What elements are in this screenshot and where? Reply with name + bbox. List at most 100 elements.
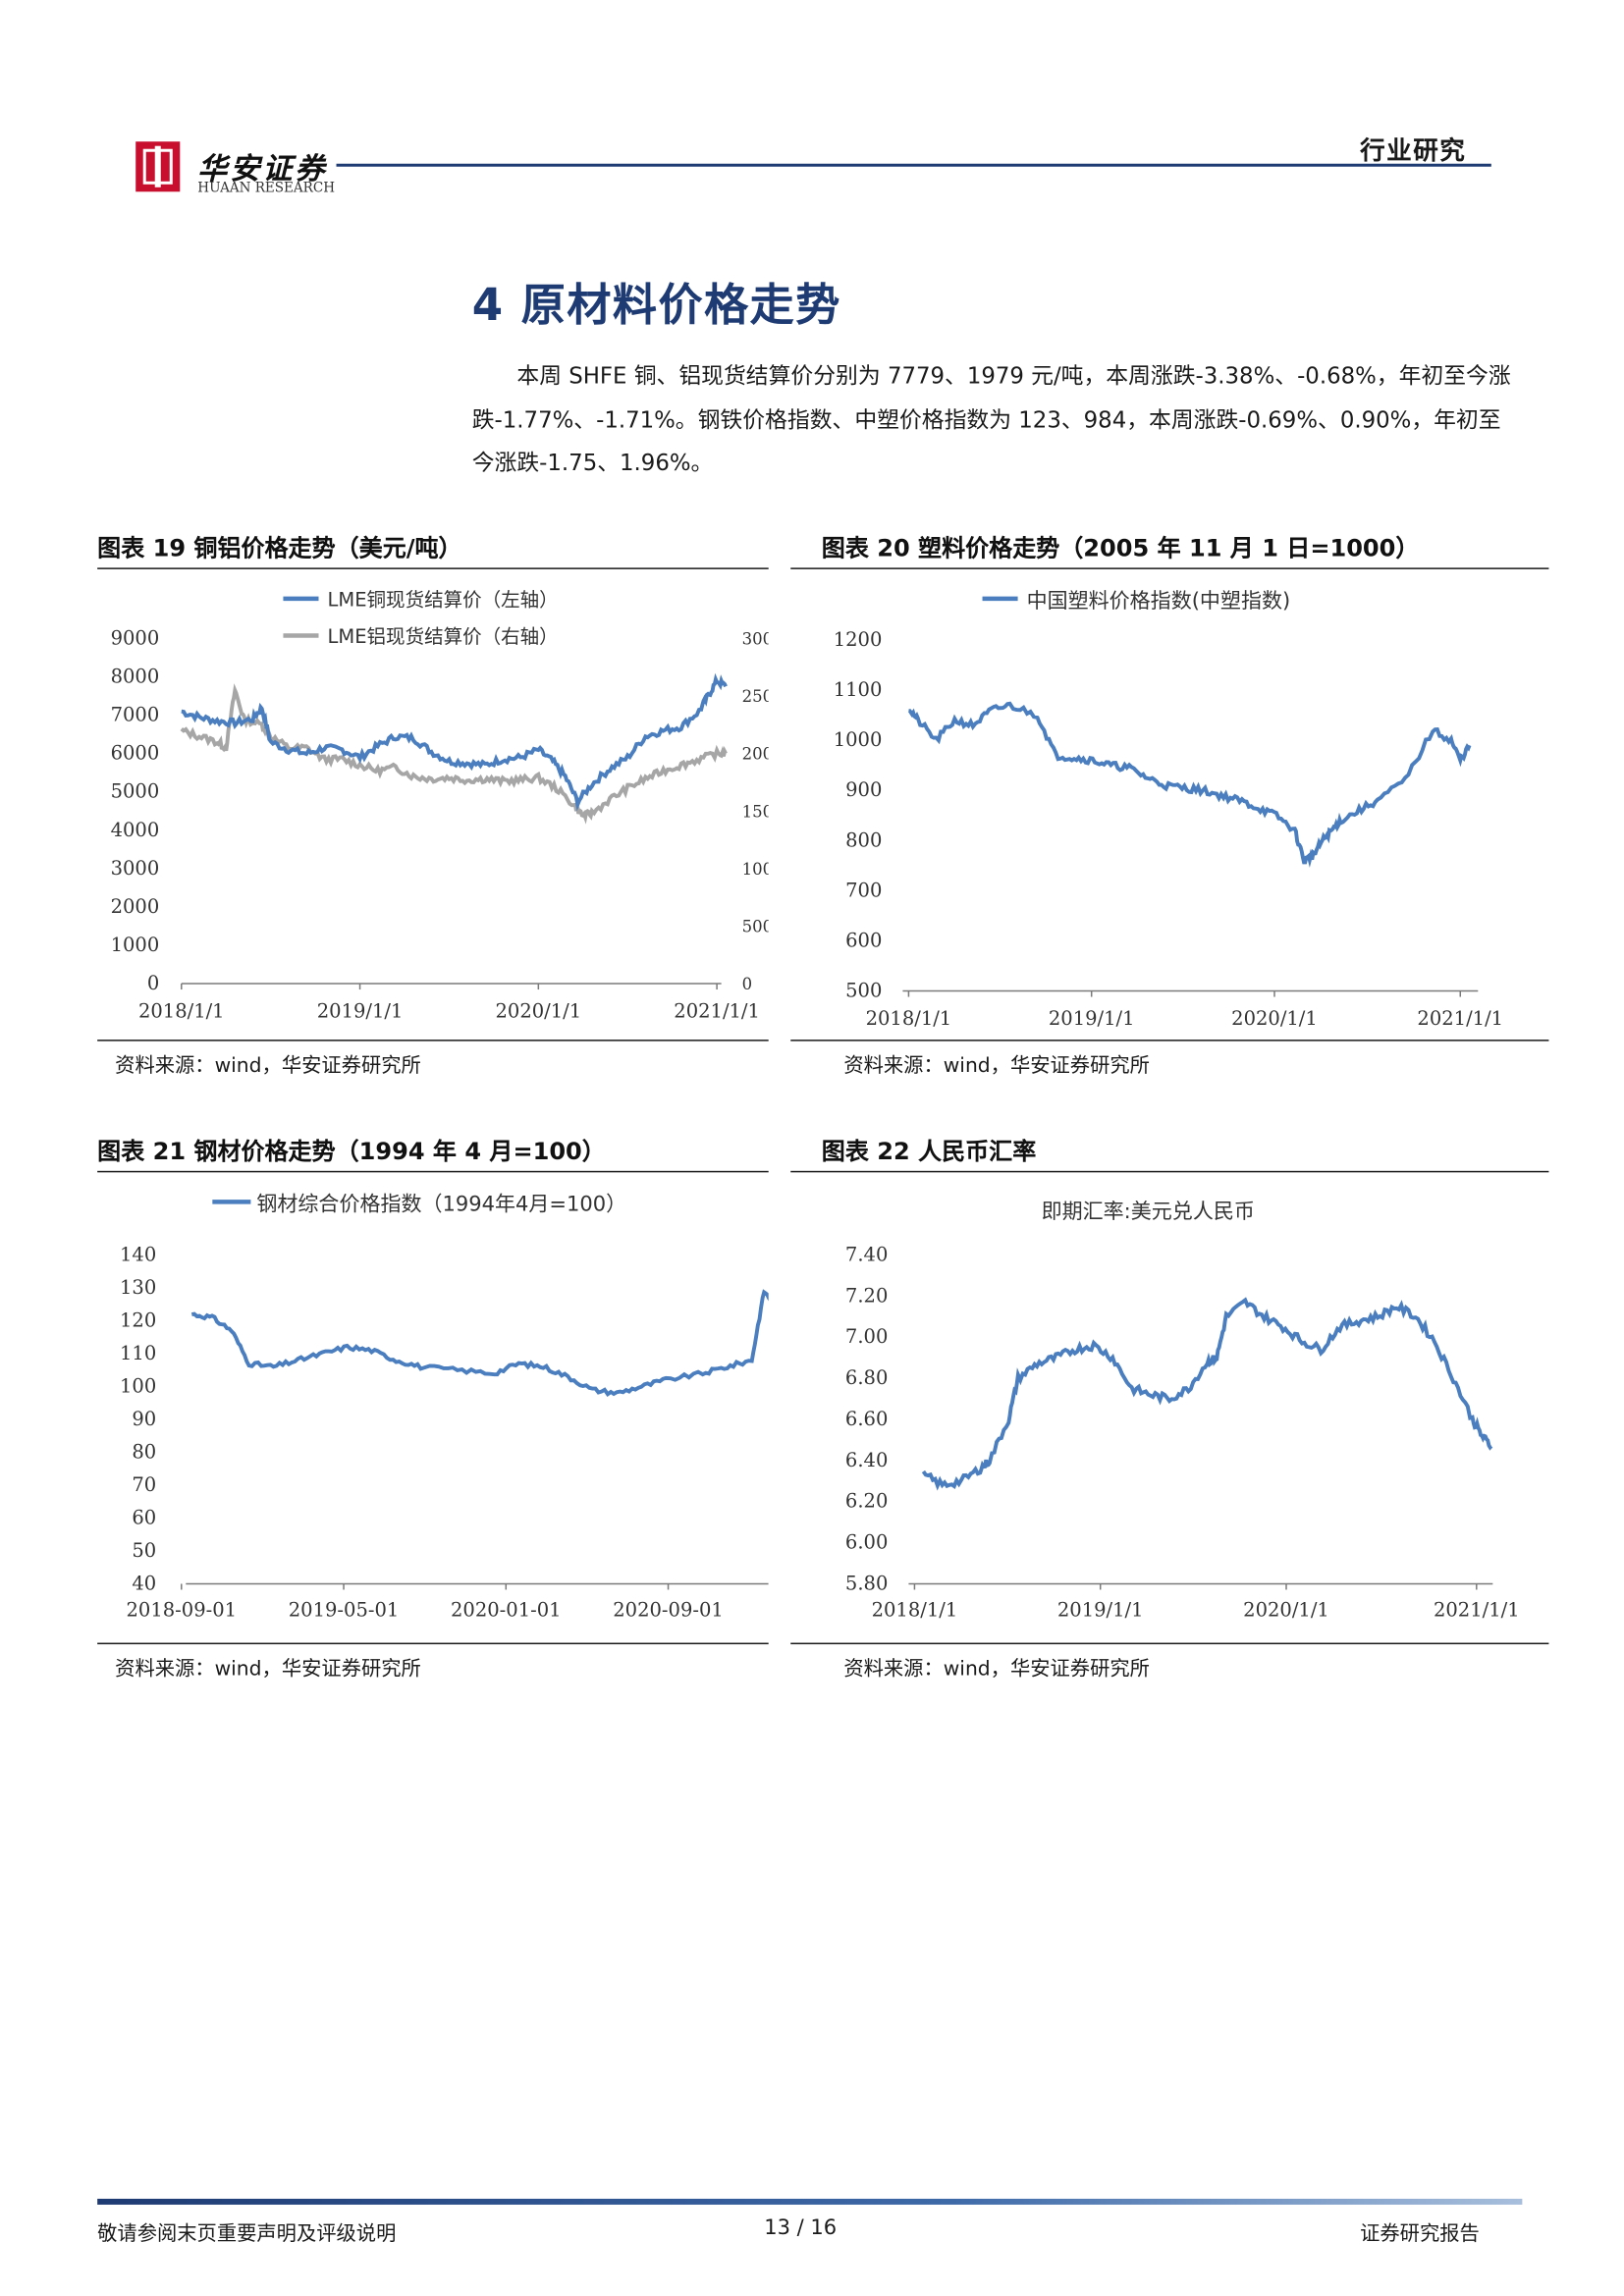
y-tick-label: 1100 xyxy=(834,678,883,701)
legend-label-steel: 钢材综合价格指数（1994年4月=100） xyxy=(256,1191,626,1215)
legend-label-copper: LME铜现货结算价（左轴） xyxy=(328,588,559,611)
y-tick-label: 600 xyxy=(845,929,882,951)
x-tick-label: 2020/1/1 xyxy=(1231,1007,1318,1030)
y-tick-label: 60 xyxy=(132,1506,156,1528)
y-tick-label: 6.20 xyxy=(845,1490,888,1513)
y-axis-ticks: 1200 1100 1000 900 800 700 600 500 xyxy=(834,628,883,1002)
x-tick-label: 2020/1/1 xyxy=(496,1000,582,1023)
y-tick-label: 4000 xyxy=(111,819,160,841)
y-tick-label: 120 xyxy=(120,1308,156,1331)
y-tick-label: 7.40 xyxy=(845,1243,888,1265)
figure-caption-19: 图表 19 铜铝价格走势（美元/吨） xyxy=(97,533,462,562)
x-tick-label: 2021/1/1 xyxy=(1417,1007,1503,1030)
figure-top-rule xyxy=(790,1170,1549,1173)
chart-title-rmb: 即期汇率:美元兑人民币 xyxy=(1042,1199,1255,1223)
figure-source-20: 资料来源：wind，华安证券研究所 xyxy=(843,1054,1150,1079)
y-axis-ticks: 7.40 7.20 7.00 6.80 6.60 6.40 6.20 6.00 5.80 xyxy=(845,1243,888,1594)
x-tick-label: 2020-01-01 xyxy=(451,1599,562,1622)
figure-top-rule xyxy=(790,567,1549,569)
x-tick-label: 2021/1/1 xyxy=(674,1000,760,1023)
figure-bottom-rule xyxy=(790,1642,1549,1645)
legend-label-plastic: 中国塑料价格指数(中塑指数) xyxy=(1027,588,1291,613)
page-number: 13 / 16 xyxy=(764,2216,838,2240)
y-tick-label: 70 xyxy=(132,1473,156,1496)
y-tick-label: 1200 xyxy=(834,628,883,651)
x-axis-ticks: 2018-09-01 2019-05-01 2020-01-01 2020-09-01 xyxy=(127,1583,724,1622)
figure-top-rule xyxy=(97,567,769,569)
chart-copper-aluminum: LME铜现货结算价（左轴） LME铝现货结算价（右轴） 9000 8000 7000… xyxy=(111,588,769,1023)
x-tick-label: 2021/1/1 xyxy=(1434,1599,1520,1622)
section-paragraph: 本周 SHFE 铜、铝现货结算价分别为 7779、1979 元/吨，本周涨跌-3… xyxy=(471,362,1511,477)
y-tick-label: 1500 xyxy=(742,802,769,821)
y-tick-label: 6.40 xyxy=(845,1449,888,1471)
x-axis-ticks: 2018/1/1 2019/1/1 2020/1/1 2021/1/1 xyxy=(872,1583,1520,1622)
x-axis-ticks: 2018/1/1 2019/1/1 2020/1/1 2021/1/1 xyxy=(866,990,1503,1030)
y-tick-label: 1000 xyxy=(834,728,883,751)
y-tick-label: 900 xyxy=(845,778,882,801)
y-axis-left-ticks: 9000 8000 7000 6000 5000 4000 3000 2000 1000 0 xyxy=(111,627,160,995)
y-tick-label: 90 xyxy=(132,1408,156,1430)
figure-source-21: 资料来源：wind，华安证券研究所 xyxy=(115,1657,421,1682)
x-tick-label: 2018/1/1 xyxy=(872,1599,958,1622)
y-tick-label: 40 xyxy=(132,1572,156,1594)
y-axis-right-ticks: 3000 2500 2000 1500 1000 500 0 xyxy=(742,630,769,994)
y-tick-label: 100 xyxy=(120,1374,156,1397)
y-tick-label: 2000 xyxy=(742,745,769,764)
footer-rule xyxy=(97,2198,1523,2205)
y-tick-label: 500 xyxy=(742,917,769,935)
y-tick-label: 0 xyxy=(742,975,753,993)
figure-caption-21: 图表 21 钢材价格走势（1994 年 4 月=100） xyxy=(97,1137,606,1165)
y-tick-label: 3000 xyxy=(742,630,769,649)
x-tick-label: 2020/1/1 xyxy=(1243,1599,1329,1622)
x-tick-label: 2019-05-01 xyxy=(289,1599,400,1622)
y-tick-label: 50 xyxy=(132,1539,156,1562)
y-tick-label: 6000 xyxy=(111,742,160,765)
y-tick-label: 500 xyxy=(845,980,882,1002)
series-line-steel xyxy=(190,1289,769,1398)
figure-bottom-rule xyxy=(97,1040,769,1041)
series-line-aluminum xyxy=(180,683,728,825)
y-tick-label: 140 xyxy=(120,1243,156,1265)
series-line-rmb xyxy=(921,1297,1493,1491)
footer-disclaimer: 敬请参阅末页重要声明及评级说明 xyxy=(97,2221,397,2247)
y-tick-label: 110 xyxy=(120,1342,156,1364)
x-tick-label: 2019/1/1 xyxy=(317,1000,404,1023)
y-tick-label: 9000 xyxy=(111,627,160,650)
x-tick-label: 2020-09-01 xyxy=(613,1599,724,1622)
y-tick-label: 6.00 xyxy=(845,1531,888,1554)
y-tick-label: 6.60 xyxy=(845,1408,888,1430)
y-tick-label: 130 xyxy=(120,1276,156,1299)
x-tick-label: 2019/1/1 xyxy=(1049,1007,1135,1030)
company-logo-icon xyxy=(135,141,181,192)
footer-report-label: 证券研究报告 xyxy=(1360,2221,1480,2247)
x-tick-label: 2018-09-01 xyxy=(127,1599,238,1622)
series-line-copper xyxy=(181,672,728,812)
y-tick-label: 80 xyxy=(132,1440,156,1463)
y-tick-label: 1000 xyxy=(742,860,769,879)
x-tick-label: 2018/1/1 xyxy=(866,1007,952,1030)
section-title: 4 原材料价格走势 xyxy=(471,280,841,333)
y-tick-label: 3000 xyxy=(111,857,160,880)
figure-bottom-rule xyxy=(790,1040,1549,1041)
y-tick-label: 2000 xyxy=(111,895,160,918)
y-tick-label: 700 xyxy=(845,879,882,901)
header-rule xyxy=(336,163,1491,167)
x-tick-label: 2018/1/1 xyxy=(138,1000,225,1023)
y-tick-label: 8000 xyxy=(111,666,160,688)
legend-label-aluminum: LME铝现货结算价（右轴） xyxy=(328,625,559,648)
y-tick-label: 0 xyxy=(147,972,159,994)
y-tick-label: 7.20 xyxy=(845,1284,888,1307)
series-line-plastic xyxy=(908,701,1472,868)
chart-plastic-index: 中国塑料价格指数(中塑指数) 1200 1100 1000 900 800 700 600 5… xyxy=(834,588,1503,1030)
figure-bottom-rule xyxy=(97,1642,769,1645)
figure-source-19: 资料来源：wind，华安证券研究所 xyxy=(115,1054,421,1079)
y-tick-label: 5.80 xyxy=(845,1572,888,1594)
y-tick-label: 2500 xyxy=(742,687,769,706)
brand-name-english: HUAAN RESEARCH xyxy=(197,181,335,196)
figure-source-22: 资料来源：wind，华安证券研究所 xyxy=(843,1657,1150,1682)
chart-steel-index: 钢材综合价格指数（1994年4月=100） 140 130 120 110 100 90 8… xyxy=(120,1191,769,1622)
report-type: 行业研究 xyxy=(1360,136,1467,167)
y-axis-ticks: 140 130 120 110 100 90 80 70 60 50 40 xyxy=(120,1243,156,1594)
x-axis-ticks: 2018/1/1 2019/1/1 2020/1/1 2021/1/1 xyxy=(138,984,760,1023)
figure-caption-22: 图表 22 人民币汇率 xyxy=(821,1137,1037,1165)
